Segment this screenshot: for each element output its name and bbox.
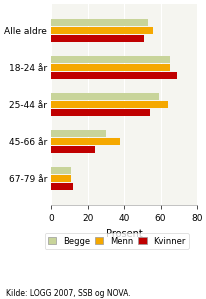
Legend: Begge, Menn, Kvinner: Begge, Menn, Kvinner [44,233,188,249]
Bar [51,56,169,63]
Bar [51,109,149,116]
Bar [51,101,167,108]
Bar [51,19,147,26]
Bar [51,138,120,145]
X-axis label: Prosent: Prosent [105,229,142,239]
Bar [51,167,71,174]
Text: Kilde: LOGG 2007, SSB og NOVA.: Kilde: LOGG 2007, SSB og NOVA. [6,289,130,298]
Bar [51,146,95,153]
Bar [51,93,158,100]
Bar [51,183,73,190]
Bar [51,175,71,182]
Bar [51,27,153,34]
Bar [51,64,169,71]
Bar [51,130,105,137]
Bar [51,35,144,42]
Bar [51,72,176,79]
